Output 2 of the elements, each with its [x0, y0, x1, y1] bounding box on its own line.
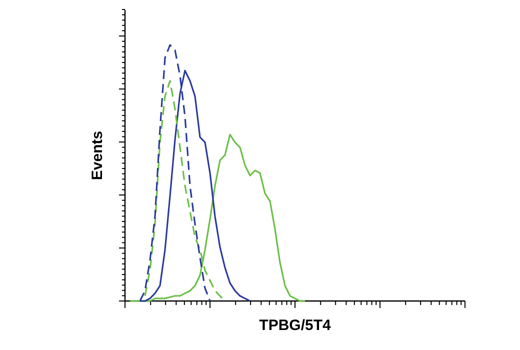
x-axis-title: TPBG/5T4 [259, 317, 332, 334]
y-axis-title: Events [89, 130, 106, 180]
